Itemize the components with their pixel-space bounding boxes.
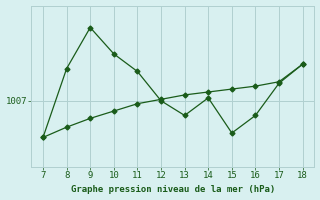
X-axis label: Graphe pression niveau de la mer (hPa): Graphe pression niveau de la mer (hPa) xyxy=(71,185,275,194)
